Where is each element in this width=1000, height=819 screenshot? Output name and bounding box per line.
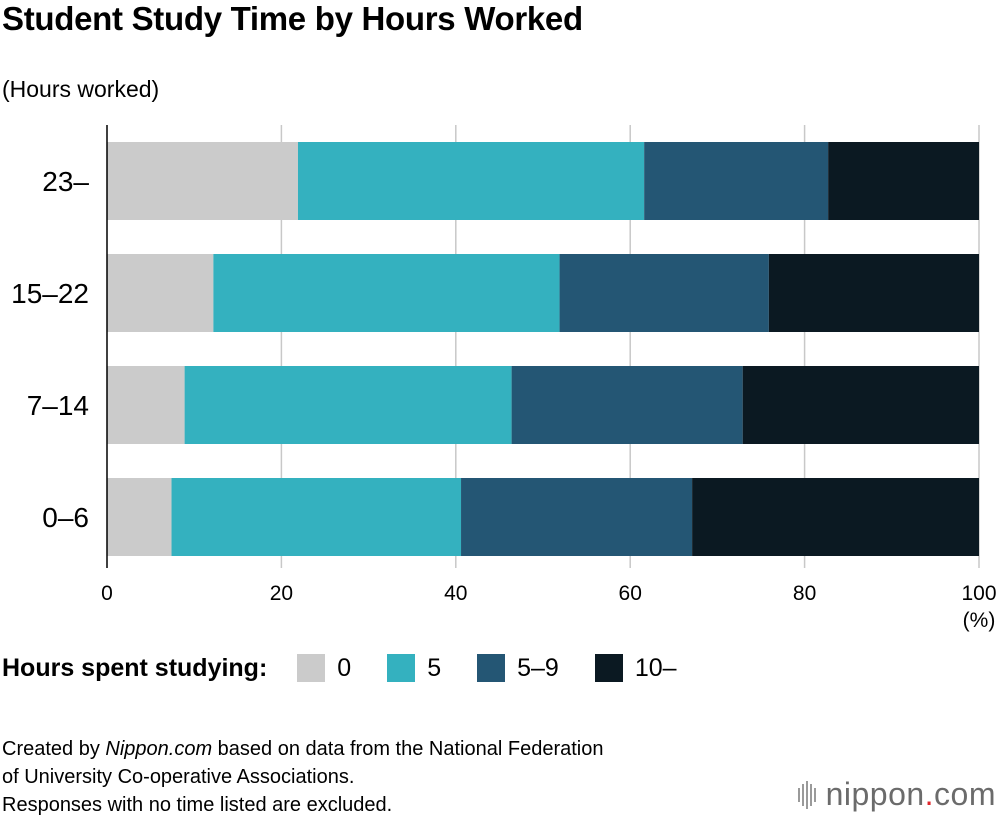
- category-labels: 23– 15–22 7–14 0–6: [11, 166, 89, 533]
- bar-15–22-series-0: [107, 254, 214, 332]
- source-prefix: Created by: [2, 738, 106, 760]
- x-tick-label-20: 20: [270, 582, 293, 605]
- y-axis-label: (Hours worked): [2, 76, 160, 102]
- legend-item-0: 0: [297, 654, 351, 683]
- source-line-2: of University Co-operative Associations.: [2, 766, 355, 788]
- category-label-15–22: 15–22: [11, 278, 89, 309]
- legend-item-5: 5: [387, 654, 441, 683]
- legend-swatch-0: [297, 654, 326, 682]
- category-label-7–14: 7–14: [27, 390, 89, 421]
- legend-swatch-5-9: [477, 654, 506, 682]
- legend-item-10-plus: 10–: [594, 653, 677, 683]
- legend-label-5: 5: [427, 653, 442, 682]
- source-line-1: Created by Nippon.com based on data from…: [2, 735, 603, 763]
- bar-7–14-series-5: [184, 366, 512, 444]
- bar-0–6-series-10–: [692, 478, 979, 556]
- bar-23–-series-10–: [828, 142, 979, 220]
- bar-23–-series-5–9: [644, 142, 829, 220]
- bar-7–14-series-0: [107, 366, 185, 444]
- bar-23–-series-5: [297, 142, 645, 220]
- x-tick-label-80: 80: [793, 582, 816, 605]
- logo-tld: com: [934, 776, 996, 812]
- bar-0–6-series-5–9: [461, 478, 693, 556]
- source-suffix: based on data from the National Federati…: [212, 738, 604, 760]
- bar-7–14-series-10–: [742, 366, 979, 444]
- x-tick-label-40: 40: [444, 582, 467, 605]
- bar-7–14-series-5–9: [511, 366, 743, 444]
- x-tick-label-0: 0: [101, 582, 113, 605]
- stacked-bar-chart: 23– 15–22 7–14 0–6 0 20 40 60 80 100 (%): [11, 125, 997, 632]
- bars: [107, 142, 979, 556]
- source-line-3: Responses with no time listed are exclud…: [2, 794, 393, 816]
- legend-swatch-10-plus: [594, 654, 623, 682]
- x-tick-label-100: 100: [961, 582, 996, 605]
- category-label-23–: 23–: [42, 166, 89, 197]
- logo-name: nippon: [825, 776, 925, 812]
- legend-label-5-9: 5–9: [517, 653, 559, 682]
- category-label-0–6: 0–6: [42, 502, 89, 533]
- bar-0–6-series-0: [107, 478, 172, 556]
- logo-dot: .: [924, 776, 935, 812]
- x-tick-labels: 0 20 40 60 80 100: [101, 582, 996, 605]
- bar-15–22-series-10–: [768, 254, 979, 332]
- legend-title: Hours spent studying:: [2, 653, 268, 682]
- legend-label-10-plus: 10–: [634, 653, 677, 682]
- source-note: Created by Nippon.com based on data from…: [2, 735, 603, 819]
- bar-15–22-series-5: [213, 254, 560, 332]
- x-tick-label-60: 60: [619, 582, 642, 605]
- legend-item-5-9: 5–9: [477, 654, 559, 683]
- bar-23–-series-0: [107, 142, 298, 220]
- bar-0–6-series-5: [171, 478, 462, 556]
- x-axis-unit: (%): [963, 609, 996, 632]
- legend-label-0: 0: [337, 653, 352, 682]
- source-publisher: Nippon.com: [105, 738, 213, 760]
- legend-swatch-5: [387, 654, 416, 682]
- legend: Hours spent studying: 0 5 5–9 10–: [2, 648, 713, 688]
- logo-mark-icon: [797, 780, 818, 809]
- nippon-logo: nippon. com: [797, 776, 996, 813]
- chart-title: Student Study Time by Hours Worked: [2, 0, 583, 37]
- bar-15–22-series-5–9: [559, 254, 769, 332]
